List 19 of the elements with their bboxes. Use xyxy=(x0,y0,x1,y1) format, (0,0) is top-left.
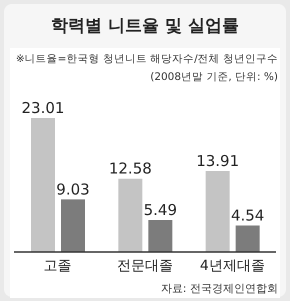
bar xyxy=(206,170,230,252)
text: 자료: 전국경제인연합회 xyxy=(160,281,278,296)
bar xyxy=(236,226,260,252)
data-label: 9.03 xyxy=(56,180,90,198)
text: ※니트율=한국형 청년니트 해당자수/전체 청년인구수 xyxy=(16,52,278,67)
x-tick-label: 4년제대졸 xyxy=(200,258,265,274)
data-label: 13.91 xyxy=(196,152,240,170)
text: (2008년말 기준, 단위: %) xyxy=(149,70,278,85)
data-label: 4.54 xyxy=(230,206,264,225)
chart-title: 학력별 니트율 및 실업률 xyxy=(50,15,240,37)
data-label: 23.01 xyxy=(22,99,64,117)
bar xyxy=(148,220,172,252)
data-label: 12.58 xyxy=(108,160,152,178)
bar xyxy=(31,118,55,252)
bar xyxy=(61,199,85,252)
data-label: 5.49 xyxy=(144,201,178,220)
x-tick-label: 전문대졸 xyxy=(117,258,173,274)
x-tick-label: 고졸 xyxy=(44,258,72,274)
bar xyxy=(118,178,142,252)
